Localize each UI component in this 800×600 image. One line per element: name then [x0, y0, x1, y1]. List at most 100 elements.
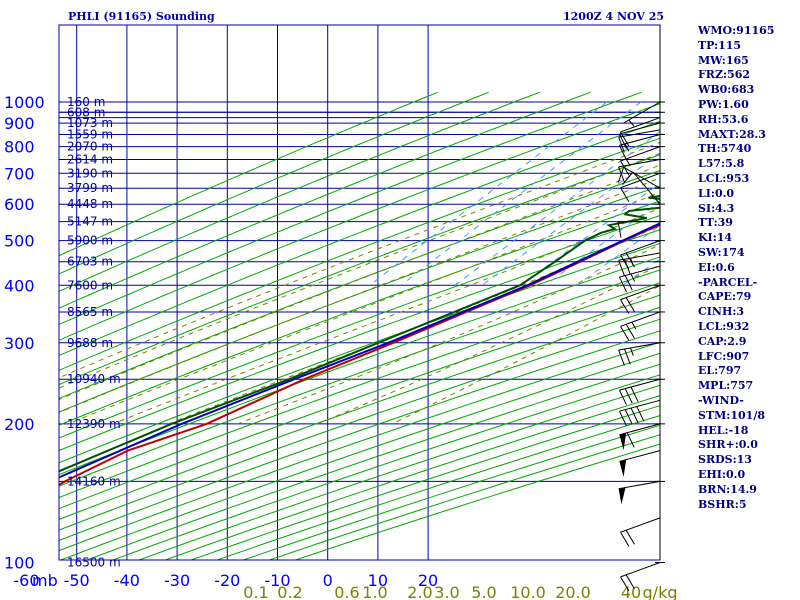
index-item: TT:39 — [698, 216, 733, 230]
pressure-tick-label: 500 — [4, 232, 35, 251]
index-item: LCL:932 — [698, 319, 750, 333]
index-item: SI:4.3 — [698, 201, 735, 215]
wind-barb — [619, 450, 661, 477]
plot-area — [59, 25, 660, 560]
height-label: 3190 m — [67, 166, 113, 180]
mixing-ratio-line — [400, 101, 642, 286]
height-label: 8565 m — [67, 305, 113, 319]
index-item: PW:1.60 — [698, 97, 749, 111]
height-label: 608 m — [67, 105, 105, 119]
height-label: 5147 m — [67, 215, 113, 229]
index-item: FRZ:562 — [698, 68, 751, 82]
index-item: STM:101/8 — [698, 408, 765, 422]
height-label: 16500 m — [67, 556, 121, 570]
index-item: TP:115 — [698, 38, 742, 52]
mixing-ratio-label: 2.0 — [407, 583, 432, 600]
index-item: EHI:0.0 — [698, 467, 746, 481]
dry-adiabat-line — [59, 352, 660, 560]
index-item: BRN:14.9 — [698, 482, 757, 496]
mixing-ratio-label: 1.0 — [362, 583, 387, 600]
mb-unit-label: mb — [32, 571, 58, 590]
mixing-ratio-label: 0.2 — [277, 583, 302, 600]
moist-adiabat-line — [392, 285, 660, 425]
pressure-tick-label: 400 — [4, 276, 35, 295]
index-item: LFC:907 — [698, 349, 750, 363]
dry-adiabat-line — [59, 269, 660, 487]
dry-adiabat-line — [59, 200, 660, 426]
wind-barb — [620, 284, 661, 314]
index-item: CAPE:79 — [698, 290, 752, 304]
dry-adiabat-line — [59, 185, 660, 413]
station-title: PHLI (91165) Sounding — [68, 10, 215, 23]
mixing-ratio-line — [454, 130, 660, 286]
wind-barb — [620, 311, 661, 341]
mixing-ratio-label: 10.0 — [510, 583, 546, 600]
mixing-ratio-label: 0.6 — [334, 583, 359, 600]
mixing-ratio-label: 40 — [621, 583, 641, 600]
temp-tick-label: 20 — [418, 571, 438, 590]
height-label: 3799 m — [67, 181, 113, 195]
pressure-tick-label: 200 — [4, 415, 35, 434]
mixing-ratio-label: 5.0 — [471, 583, 496, 600]
profile-2 — [59, 195, 660, 473]
dry-adiabat-line — [59, 294, 660, 510]
dry-adiabat-line — [59, 215, 660, 439]
mixing-ratio-label: 3.0 — [434, 583, 459, 600]
dry-adiabat-line — [85, 363, 660, 560]
temp-tick-label: -60 — [13, 571, 39, 590]
mixing-ratio-label: g/kg — [643, 583, 678, 600]
height-label: 7600 m — [67, 278, 113, 292]
height-label: 160 m — [67, 95, 105, 109]
mixing-ratio-line — [481, 152, 660, 286]
dry-adiabat-line — [59, 91, 489, 275]
dry-adiabat-line — [59, 256, 660, 476]
index-item: EL:797 — [698, 364, 742, 378]
temp-tick-label: -30 — [164, 571, 190, 590]
index-item: HEL:-18 — [698, 423, 749, 437]
wind-barb — [618, 252, 661, 276]
wind-barb — [619, 423, 661, 451]
index-item: L57:5.8 — [698, 157, 745, 171]
dry-adiabat-line — [59, 318, 660, 531]
height-label: 14160 m — [67, 474, 121, 488]
index-item: SHR+:0.0 — [698, 438, 758, 452]
temp-tick-label: 10 — [368, 571, 388, 590]
dry-adiabat-line — [59, 229, 660, 452]
wind-barb — [618, 399, 661, 427]
pressure-tick-label: 100 — [4, 554, 35, 573]
index-item: EI:0.6 — [698, 260, 735, 274]
index-item: CAP:2.9 — [698, 334, 747, 348]
dry-adiabat-line — [59, 330, 660, 541]
wind-barb-column — [617, 25, 665, 592]
wind-barb — [620, 517, 661, 547]
moist-adiabat-line — [59, 164, 660, 401]
dry-adiabat-line — [59, 154, 660, 386]
height-label: 12390 m — [67, 417, 121, 431]
dry-adiabat-line — [59, 242, 660, 464]
dry-adiabat-line — [59, 91, 540, 292]
dry-adiabat-line — [59, 341, 660, 552]
dry-adiabat-line — [59, 91, 591, 309]
index-item: SW:174 — [698, 245, 745, 259]
temp-tick-label: -10 — [264, 571, 290, 590]
pressure-tick-label: 800 — [4, 138, 35, 157]
wind-barb — [618, 342, 661, 366]
dry-adiabat-line — [59, 120, 660, 357]
height-label: 1559 m — [67, 128, 113, 142]
mixing-ratio-label: 0.1 — [243, 583, 268, 600]
pressure-tick-label: 700 — [4, 164, 35, 183]
moist-adiabat-line — [317, 264, 660, 425]
pressure-tick-label: 1000 — [4, 93, 45, 112]
index-item: WMO:91165 — [698, 24, 775, 37]
index-item: BSHR:5 — [698, 497, 747, 511]
height-label: 5900 m — [67, 234, 113, 248]
height-label: 1073 m — [67, 116, 113, 130]
profile-1 — [59, 222, 660, 479]
height-label: 6703 m — [67, 255, 113, 269]
dry-adiabat-line — [59, 137, 660, 371]
mixing-ratio-label: 20.0 — [555, 583, 591, 600]
index-item: CINH:3 — [698, 305, 745, 319]
index-item: LI:0.0 — [698, 186, 735, 200]
height-label: 2070 m — [67, 140, 113, 154]
index-item: MW:165 — [698, 53, 749, 67]
